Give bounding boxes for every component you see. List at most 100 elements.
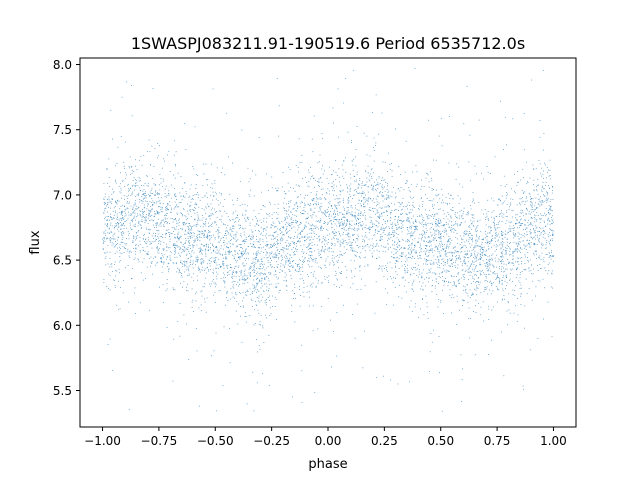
data-point — [192, 299, 194, 301]
data-point — [297, 167, 299, 168]
data-point — [249, 234, 251, 236]
data-point — [163, 224, 165, 226]
data-point — [504, 186, 506, 187]
data-point — [263, 291, 265, 293]
data-point — [117, 237, 119, 239]
data-point — [484, 288, 486, 290]
data-point — [300, 194, 302, 196]
data-point — [450, 297, 452, 299]
data-point — [427, 255, 429, 257]
data-point — [173, 231, 174, 232]
data-point — [352, 234, 354, 236]
data-point — [161, 260, 163, 262]
data-point — [235, 233, 237, 235]
data-point — [548, 220, 550, 221]
data-point — [256, 283, 258, 285]
data-point — [256, 254, 258, 256]
data-point — [258, 324, 260, 326]
data-point — [183, 224, 185, 226]
data-point — [308, 243, 310, 245]
data-point — [188, 213, 190, 215]
data-point — [141, 164, 143, 166]
data-point — [226, 266, 228, 268]
data-point — [502, 259, 503, 260]
data-point — [438, 283, 439, 284]
data-point — [277, 283, 279, 284]
data-point — [324, 170, 325, 172]
data-point — [150, 206, 152, 207]
data-point — [344, 217, 346, 218]
data-point — [276, 190, 277, 192]
data-point — [333, 216, 335, 218]
data-point — [318, 221, 320, 223]
data-point — [502, 234, 504, 236]
data-point — [244, 312, 246, 314]
data-point — [225, 257, 227, 259]
data-point — [489, 232, 490, 234]
data-point — [502, 271, 504, 273]
data-point — [250, 276, 251, 277]
data-point — [442, 244, 443, 245]
data-point — [442, 289, 443, 291]
data-point — [208, 215, 210, 216]
data-point — [469, 297, 471, 299]
data-point — [548, 270, 550, 271]
data-point — [103, 212, 105, 214]
data-point — [187, 269, 189, 270]
data-point — [468, 271, 470, 273]
data-point — [117, 228, 118, 230]
data-point — [303, 244, 305, 246]
data-point — [510, 198, 512, 200]
data-point — [157, 213, 159, 215]
data-point — [389, 220, 391, 221]
data-point — [180, 262, 182, 263]
data-point — [403, 220, 405, 221]
data-point — [463, 231, 465, 232]
data-point — [411, 243, 412, 244]
data-point — [184, 271, 185, 273]
data-point — [371, 178, 373, 179]
data-point — [223, 224, 225, 226]
data-point — [335, 214, 336, 215]
data-point — [143, 189, 145, 191]
data-point — [216, 211, 217, 212]
data-point — [425, 194, 426, 196]
data-point — [454, 284, 455, 286]
data-point — [113, 207, 115, 209]
data-point — [444, 281, 446, 283]
data-point — [540, 200, 542, 202]
data-point — [144, 193, 146, 195]
data-point — [172, 221, 174, 223]
data-point — [225, 253, 227, 255]
data-point — [200, 250, 202, 252]
data-point — [180, 195, 182, 197]
data-point — [154, 195, 156, 196]
data-point — [369, 209, 371, 211]
data-point — [488, 273, 489, 275]
data-point — [106, 251, 108, 253]
data-point — [437, 249, 439, 250]
data-point — [266, 276, 268, 278]
data-point — [464, 221, 466, 223]
data-point — [195, 188, 197, 189]
data-point — [131, 229, 133, 231]
data-point — [436, 219, 438, 220]
data-point — [378, 133, 380, 135]
data-point — [440, 272, 442, 274]
data-point — [506, 210, 508, 212]
data-point — [546, 197, 548, 199]
data-point — [199, 247, 201, 249]
data-point — [363, 132, 365, 134]
data-point — [228, 241, 230, 243]
data-point — [260, 299, 262, 301]
data-point — [194, 207, 195, 208]
data-point — [130, 227, 131, 229]
data-point — [188, 226, 190, 228]
data-point — [466, 85, 468, 87]
data-point — [206, 236, 208, 238]
data-point — [551, 238, 553, 240]
data-point — [412, 209, 413, 211]
data-point — [336, 205, 338, 206]
data-point — [124, 198, 126, 200]
data-point — [400, 247, 402, 249]
